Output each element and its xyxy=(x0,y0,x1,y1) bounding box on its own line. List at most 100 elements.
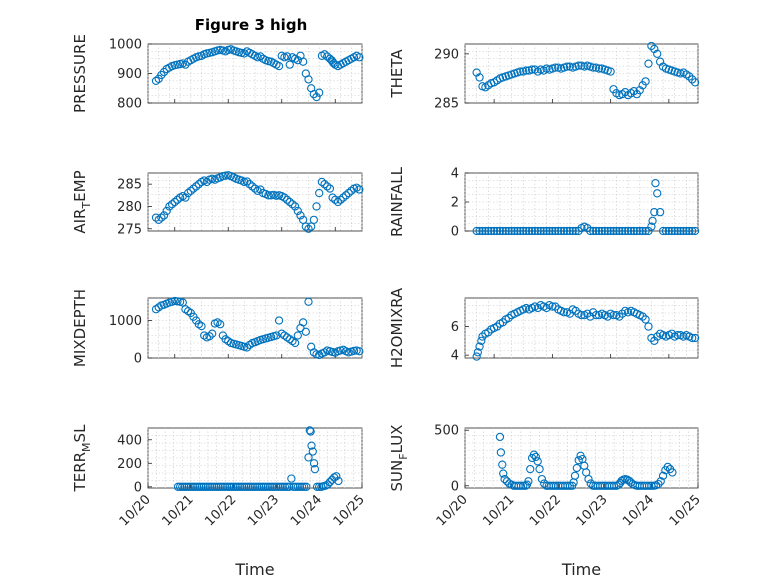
data-point xyxy=(685,72,694,81)
y-tick-label: 200 xyxy=(117,457,142,472)
data-point xyxy=(265,482,275,491)
data-point xyxy=(280,482,290,491)
data-point xyxy=(248,182,257,191)
data-point xyxy=(635,226,644,236)
data-point xyxy=(690,333,700,343)
data-point xyxy=(667,226,676,236)
y-axis-label: PRESSURE xyxy=(71,34,89,113)
data-point xyxy=(496,448,506,457)
data-point xyxy=(287,474,296,483)
data-point xyxy=(594,64,604,73)
y-tick-label: 1000 xyxy=(109,314,142,329)
data-point xyxy=(336,195,345,204)
data-point xyxy=(586,226,595,236)
data-point xyxy=(621,226,630,236)
x-tick-label: 10/22 xyxy=(527,492,564,529)
y-axis-label: SUNFLUX xyxy=(388,425,410,492)
y-tick-label: 0 xyxy=(451,479,459,494)
data-point xyxy=(210,482,219,491)
data-point xyxy=(182,482,191,491)
data-point xyxy=(229,482,238,491)
data-point xyxy=(157,213,166,222)
subplot-h2omixra: 4 6 H2OMIXRA xyxy=(388,287,700,368)
data-point xyxy=(626,478,636,487)
data-point xyxy=(629,226,639,236)
data-point xyxy=(495,226,505,236)
y-tick-label: 400 xyxy=(117,433,142,448)
data-point xyxy=(690,226,700,236)
y-tick-label: 285 xyxy=(434,97,459,112)
data-point xyxy=(293,206,302,216)
data-point xyxy=(165,202,174,211)
data-point xyxy=(325,184,335,193)
data-point xyxy=(250,482,260,491)
data-point xyxy=(609,226,618,236)
data-point xyxy=(276,482,285,491)
data-point xyxy=(492,322,502,331)
data-point xyxy=(159,211,169,220)
data-point xyxy=(648,216,657,225)
data-point xyxy=(650,207,659,217)
subplot-theta: 285 290 THETA xyxy=(388,41,700,112)
data-point xyxy=(245,180,254,189)
data-point xyxy=(213,318,222,327)
data-point xyxy=(285,482,294,491)
data-point xyxy=(175,482,185,491)
data-point xyxy=(270,482,279,491)
data-point xyxy=(531,452,540,462)
data-point xyxy=(673,330,682,340)
data-point xyxy=(653,189,662,198)
data-point xyxy=(472,352,481,361)
data-point xyxy=(670,226,679,236)
data-point xyxy=(589,226,598,236)
y-tick-label: 275 xyxy=(117,222,142,237)
data-point xyxy=(240,49,249,58)
data-point xyxy=(320,348,329,357)
data-point xyxy=(170,197,179,207)
data-point xyxy=(647,333,656,343)
data-point xyxy=(312,92,321,102)
data-point xyxy=(186,186,195,195)
data-point xyxy=(310,465,320,474)
data-point xyxy=(478,332,487,341)
data-points xyxy=(495,432,677,490)
grid-lines xyxy=(464,298,699,358)
subplot-pressure: 800 900 1000 PRESSURE xyxy=(71,34,364,113)
data-point xyxy=(533,303,542,313)
data-points xyxy=(151,171,364,233)
data-point xyxy=(663,462,672,472)
data-point xyxy=(309,215,318,224)
data-point xyxy=(238,482,247,491)
data-point xyxy=(312,202,321,211)
data-point xyxy=(216,320,225,329)
data-point xyxy=(304,297,313,306)
data-point xyxy=(668,468,677,477)
data-point xyxy=(498,226,508,236)
data-point xyxy=(644,322,653,331)
data-point xyxy=(256,52,265,61)
data-point xyxy=(641,77,650,86)
data-point xyxy=(178,482,187,491)
data-point xyxy=(539,226,548,236)
data-point xyxy=(290,202,300,211)
data-point xyxy=(589,63,598,72)
data-point xyxy=(208,329,217,338)
data-point xyxy=(151,76,161,86)
y-tick-label: 800 xyxy=(117,97,142,112)
data-point xyxy=(516,67,525,76)
data-point xyxy=(355,185,364,194)
data-point xyxy=(250,184,260,193)
subplot-sun: 0 500 10/20 10/21 10/22 10/23 10/24 10/25 Time SU… xyxy=(388,424,704,579)
data-point xyxy=(309,90,318,99)
data-point xyxy=(183,188,193,198)
data-point xyxy=(191,182,201,191)
data-point xyxy=(188,482,198,491)
data-point xyxy=(285,197,294,207)
data-point xyxy=(618,226,627,236)
data-point xyxy=(323,480,332,489)
data-point xyxy=(475,73,484,82)
x-tick-label: 10/23 xyxy=(574,492,611,529)
data-point xyxy=(325,477,335,487)
data-point xyxy=(473,348,482,357)
data-point xyxy=(296,211,305,220)
